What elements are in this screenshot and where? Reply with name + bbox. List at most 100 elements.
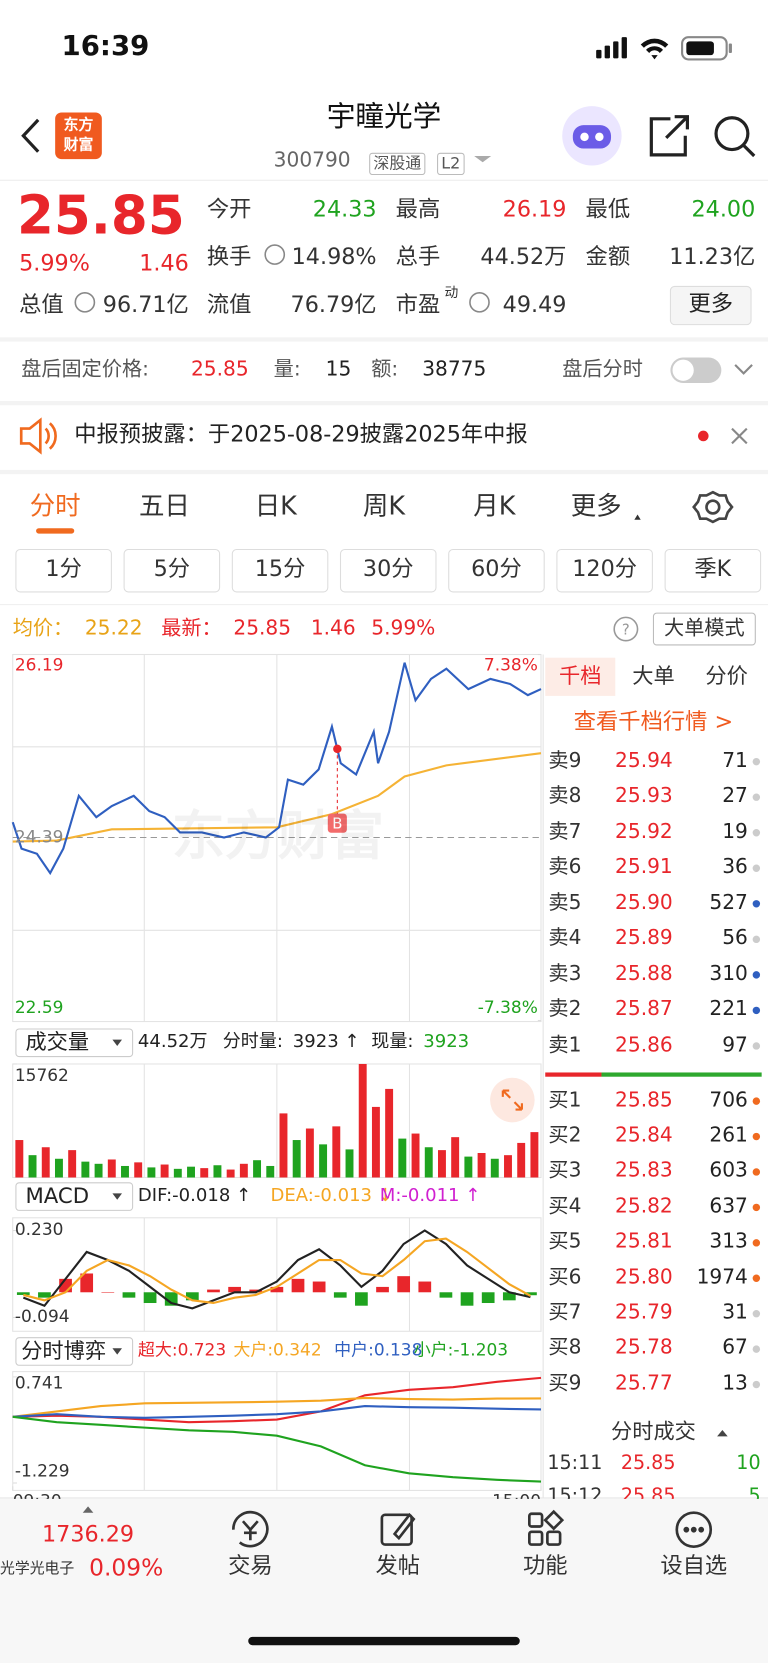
dropdown-arrow[interactable] — [474, 155, 492, 163]
chart-tab[interactable]: 月K — [473, 490, 516, 521]
nav-label[interactable]: 交易 — [228, 1553, 273, 1579]
period-button-label[interactable]: 120分 — [572, 556, 638, 582]
stat-value: 76.79亿 — [290, 292, 377, 318]
bid-dot — [752, 1203, 761, 1212]
macd-bar — [481, 1292, 495, 1304]
volume-bar — [424, 1147, 433, 1178]
ask-volume: 97 — [722, 1032, 748, 1057]
after-hours-amount: 38775 — [422, 357, 487, 381]
stock-code: 300790 — [273, 148, 351, 172]
back-button[interactable] — [21, 118, 40, 153]
volume-bar — [107, 1159, 116, 1178]
flow-label: 中户:0.138 — [334, 1339, 423, 1361]
last-value: 25.85 — [233, 615, 292, 640]
more-button[interactable] — [669, 285, 752, 326]
macd-bar — [439, 1292, 453, 1298]
assistant-avatar[interactable] — [562, 106, 622, 166]
period-button-label[interactable]: 季K — [694, 556, 732, 582]
volume-bar — [398, 1138, 407, 1178]
mode-button-label[interactable]: 大单模式 — [664, 615, 745, 640]
index-value[interactable]: 1736.29 — [41, 1521, 135, 1548]
bid-label: 买8 — [548, 1335, 582, 1360]
mode-button[interactable] — [652, 612, 756, 646]
settings-button[interactable] — [692, 490, 734, 524]
ask-price: 25.88 — [615, 961, 673, 986]
notice-text[interactable]: 中报预披露：于2025-08-29披露2025年中报 — [74, 421, 528, 448]
volume-title[interactable]: 成交量 — [25, 1028, 90, 1055]
macd-line — [23, 1237, 531, 1305]
y-tick-label: 26.19 — [14, 654, 64, 675]
y-tick-label: 0.230 — [14, 1219, 64, 1240]
order-book-tab[interactable]: 大单 — [632, 663, 675, 689]
close-button[interactable] — [731, 427, 748, 445]
flow-title[interactable]: 分时博弈 — [21, 1337, 107, 1364]
volume-bar — [451, 1137, 460, 1178]
nav-label[interactable]: 设自选 — [660, 1553, 728, 1579]
ask-dot — [752, 1006, 761, 1015]
stat-label: 市盈 — [395, 292, 441, 318]
chart-tab[interactable]: 分时 — [29, 490, 81, 521]
change-value: 1.46 — [310, 615, 356, 640]
collapse-arrow[interactable] — [717, 1429, 728, 1437]
trade-marker: B — [327, 744, 347, 833]
help-icon[interactable]: ? — [613, 616, 639, 642]
home-indicator — [248, 1636, 520, 1646]
logo-text: 财富 — [63, 137, 94, 155]
index-arrow[interactable] — [82, 1506, 94, 1513]
flow-label: 超大:0.723 — [137, 1339, 227, 1361]
macd-bar — [397, 1276, 411, 1293]
order-book-tab[interactable]: 分价 — [705, 663, 748, 689]
ask-volume: 310 — [709, 961, 748, 986]
chart-tab[interactable]: 周K — [362, 490, 406, 521]
period-button-label[interactable]: 15分 — [254, 556, 306, 582]
logo-text: 东方 — [63, 117, 94, 134]
more-button-label[interactable]: 更多 — [688, 291, 734, 317]
macd-bar — [333, 1292, 347, 1298]
ask-price: 25.86 — [615, 1032, 673, 1057]
unread-dot — [698, 430, 709, 442]
ask-volume: 71 — [722, 748, 748, 772]
bid-label: 买7 — [548, 1300, 582, 1324]
header-boxes[interactable] — [15, 1028, 134, 1366]
y2-tick-label: 7.38% — [483, 654, 538, 675]
stock-name: 宇瞳光学 — [326, 100, 442, 134]
y2-tick-label: -7.38% — [477, 997, 538, 1018]
volume-bar — [504, 1155, 512, 1178]
share-button[interactable] — [649, 115, 689, 157]
y-tick-label: -0.094 — [14, 1306, 70, 1327]
search-button[interactable] — [714, 116, 756, 158]
stat-value: 96.71亿 — [102, 292, 189, 318]
period-button-label[interactable]: 5分 — [153, 556, 191, 582]
macd-title[interactable]: MACD — [25, 1182, 90, 1209]
volume-bar — [490, 1158, 499, 1178]
expand-chevron[interactable] — [734, 364, 753, 375]
order-book-tab[interactable]: 千档 — [559, 663, 602, 689]
nav-label[interactable]: 发帖 — [375, 1553, 421, 1579]
chart-tab[interactable]: 更多 — [570, 490, 622, 521]
period-button-label[interactable]: 60分 — [471, 556, 522, 582]
order-book-link[interactable]: 查看千档行情 > — [573, 709, 734, 735]
divider — [0, 400, 768, 406]
after-hours-label: 盘后固定价格: — [21, 357, 149, 381]
bid-price: 25.77 — [615, 1371, 673, 1395]
ask-price: 25.91 — [615, 855, 673, 879]
flow-line — [12, 1415, 542, 1483]
bid-price: 25.85 — [615, 1087, 673, 1112]
ask-dot — [752, 900, 761, 908]
volume-bar — [358, 1063, 367, 1178]
period-button — [15, 548, 112, 593]
more-arrow — [634, 514, 641, 520]
expand-chart-button[interactable] — [490, 1077, 535, 1123]
chart-tab[interactable]: 五日 — [138, 490, 190, 521]
macd-bar — [16, 1292, 30, 1295]
macd-m: M:-0.011 ↑ — [379, 1184, 481, 1206]
volume-bar — [530, 1132, 539, 1178]
chart-tab[interactable]: 日K — [254, 490, 297, 521]
y-tick-label: 24.39 — [14, 826, 64, 847]
bid-volume: 706 — [709, 1087, 748, 1112]
period-button-label[interactable]: 30分 — [362, 556, 414, 582]
nav-label[interactable]: 功能 — [522, 1553, 568, 1579]
period-button-label[interactable]: 1分 — [45, 556, 82, 582]
nav-icons[interactable] — [232, 1509, 713, 1548]
chart-frames — [12, 653, 544, 1498]
